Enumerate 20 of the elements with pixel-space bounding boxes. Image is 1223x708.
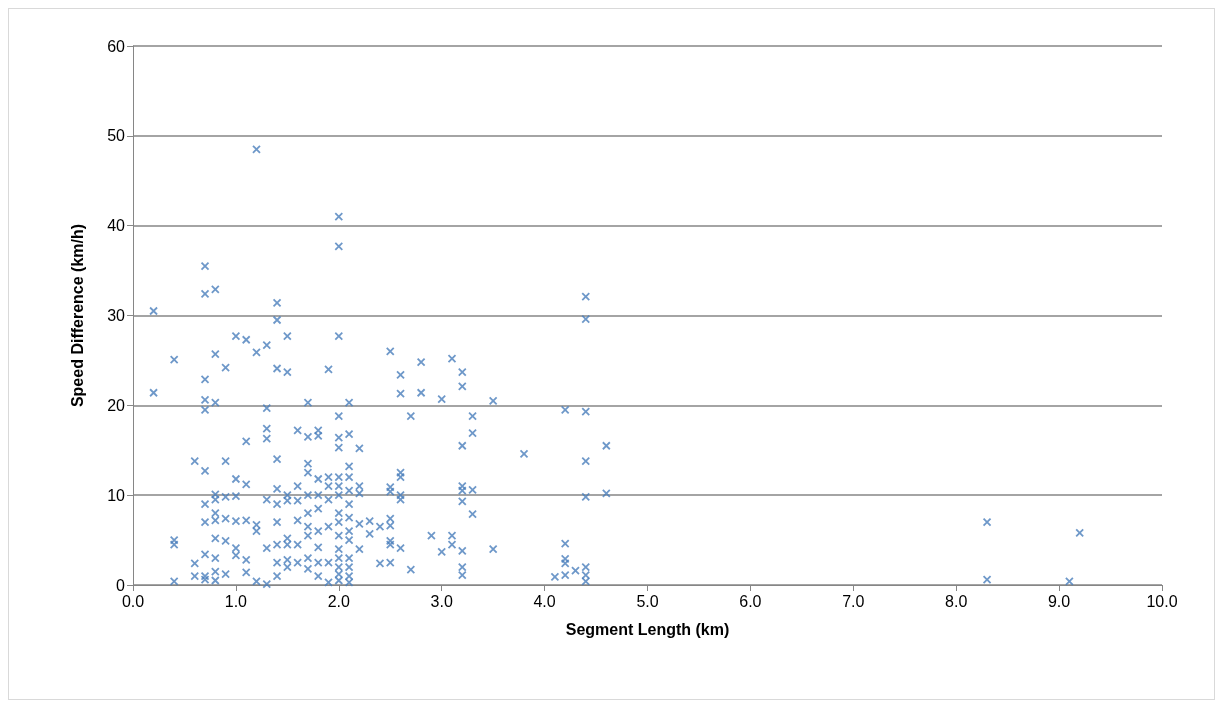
x-tick-label: 7.0 bbox=[842, 592, 865, 610]
x-tick-label: 1.0 bbox=[224, 592, 248, 610]
x-tick-label: 2.0 bbox=[327, 592, 351, 610]
y-tick-label: 50 bbox=[107, 127, 126, 145]
y-tick-label: 0 bbox=[116, 576, 126, 594]
x-tick-label: 10.0 bbox=[1146, 592, 1178, 610]
x-axis-title: Segment Length (km) bbox=[565, 620, 730, 638]
y-tick-label: 40 bbox=[107, 217, 126, 235]
x-tick-label: 0.0 bbox=[121, 592, 145, 610]
y-axis-title: Speed Difference (km/h) bbox=[68, 223, 86, 408]
y-tick-label: 20 bbox=[107, 396, 126, 414]
y-tick-label: 10 bbox=[107, 486, 126, 504]
x-tick-label: 6.0 bbox=[739, 592, 762, 610]
y-tick-label: 30 bbox=[107, 307, 126, 324]
y-tick-label: 60 bbox=[107, 37, 126, 55]
x-tick-label: 5.0 bbox=[636, 592, 659, 610]
x-tick-label: 3.0 bbox=[430, 592, 453, 610]
x-tick-label: 9.0 bbox=[1047, 592, 1071, 610]
x-tick-label: 4.0 bbox=[533, 592, 556, 610]
x-tick-label: 8.0 bbox=[945, 592, 968, 610]
